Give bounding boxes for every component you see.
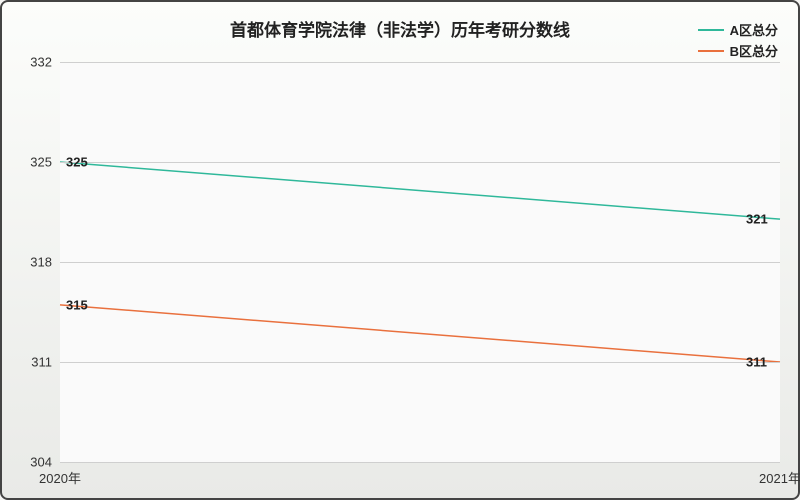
legend-item-1: B区总分 xyxy=(698,41,778,60)
legend-item-0: A区总分 xyxy=(698,20,778,39)
series-line-1 xyxy=(60,305,780,362)
point-label: 315 xyxy=(66,297,88,312)
gridline xyxy=(60,262,780,263)
x-axis-tick: 2020年 xyxy=(39,468,81,487)
point-label: 325 xyxy=(66,155,88,170)
legend: A区总分 B区总分 xyxy=(698,20,778,62)
legend-label: B区总分 xyxy=(730,41,778,60)
legend-swatch xyxy=(698,29,724,31)
chart-container: 首都体育学院法律（非法学）历年考研分数线 A区总分B区总分 3043113183… xyxy=(0,0,800,500)
y-axis-tick: 332 xyxy=(30,55,52,70)
legend-swatch xyxy=(698,50,724,52)
x-axis-tick: 2021年 xyxy=(759,468,800,487)
y-axis-tick: 325 xyxy=(30,155,52,170)
chart-title: 首都体育学院法律（非法学）历年考研分数线 xyxy=(2,16,798,41)
y-axis-tick: 318 xyxy=(30,255,52,270)
plot-area: 3043113183253322020年2021年325321315311 xyxy=(60,62,780,462)
legend-label: A区总分 xyxy=(730,20,778,39)
y-axis-tick: 311 xyxy=(31,355,52,370)
point-label: 311 xyxy=(746,355,767,370)
gridline xyxy=(60,162,780,163)
point-label: 321 xyxy=(746,212,768,227)
gridline xyxy=(60,362,780,363)
gridline xyxy=(60,62,780,63)
series-line-0 xyxy=(60,162,780,219)
gridline xyxy=(60,462,780,463)
